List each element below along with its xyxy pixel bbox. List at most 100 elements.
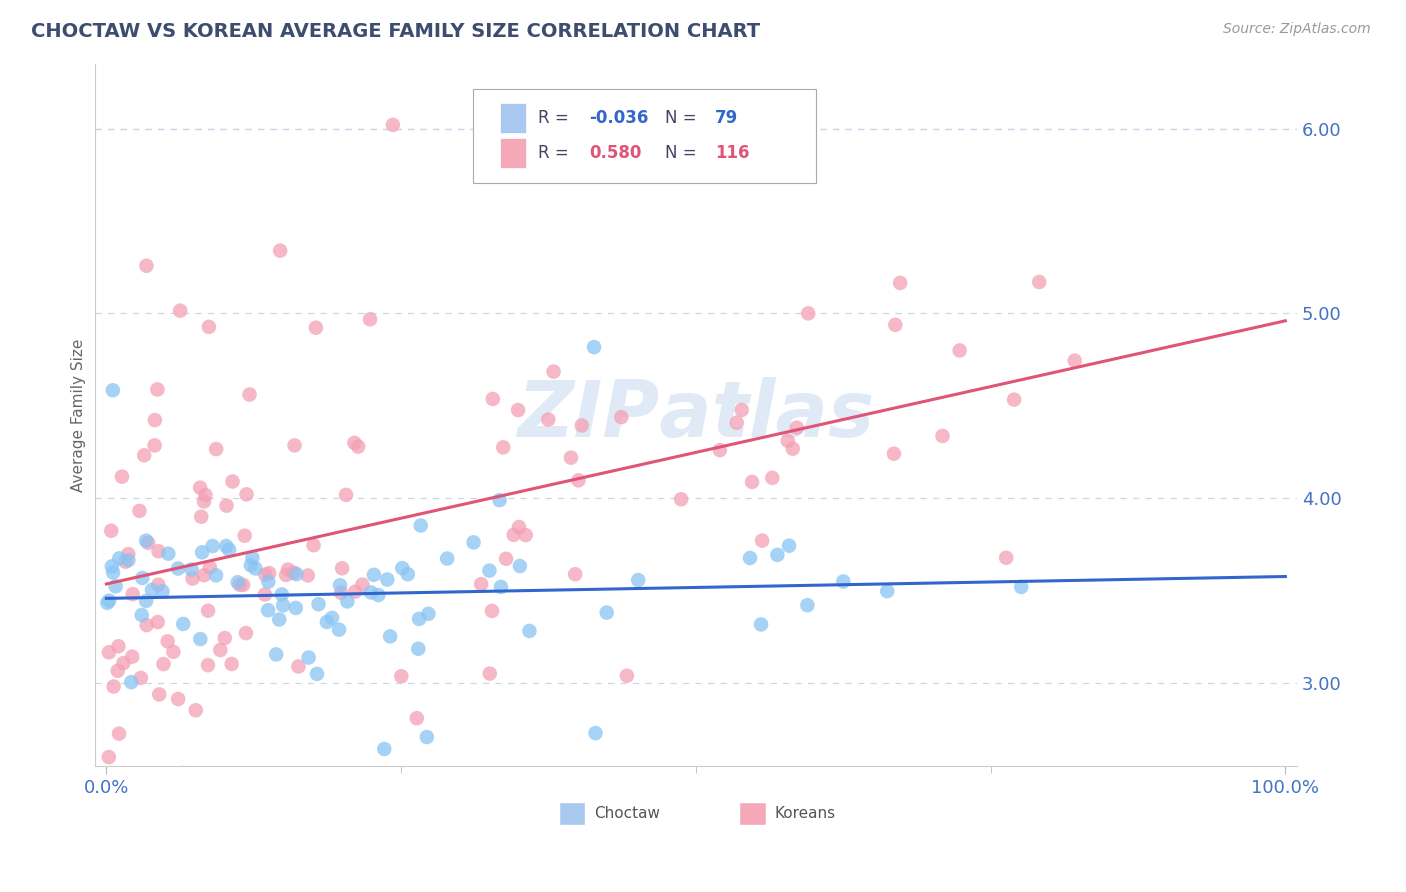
Point <box>389 669 412 683</box>
Point <box>778 539 800 553</box>
Point <box>136 536 159 550</box>
Point <box>297 568 319 582</box>
Point <box>218 542 240 557</box>
Point <box>117 553 139 567</box>
Point <box>194 488 217 502</box>
Point <box>157 547 180 561</box>
Point <box>276 568 298 582</box>
Point <box>287 659 309 673</box>
Point <box>782 442 804 456</box>
Point <box>409 518 432 533</box>
Point <box>197 658 219 673</box>
FancyBboxPatch shape <box>501 138 526 168</box>
Point <box>134 448 156 462</box>
Point <box>235 487 257 501</box>
Point <box>167 692 190 706</box>
Point <box>492 441 515 455</box>
FancyBboxPatch shape <box>501 103 526 133</box>
Point <box>214 631 236 645</box>
Point <box>201 539 224 553</box>
Point <box>352 577 374 591</box>
Point <box>131 571 153 585</box>
Point <box>152 657 174 671</box>
Point <box>367 588 389 602</box>
Point <box>101 559 124 574</box>
Point <box>141 582 163 597</box>
Point <box>245 561 267 575</box>
Point <box>373 742 395 756</box>
Point <box>257 566 280 581</box>
Point <box>381 118 404 132</box>
Point <box>188 632 211 646</box>
Point <box>283 438 305 452</box>
Point <box>931 429 953 443</box>
Point <box>152 584 174 599</box>
Point <box>796 598 818 612</box>
Point <box>481 392 503 406</box>
Point <box>489 580 512 594</box>
Point <box>1010 580 1032 594</box>
Point <box>583 340 606 354</box>
Point <box>418 607 440 621</box>
Point <box>121 649 143 664</box>
Point <box>97 750 120 764</box>
Point <box>627 573 650 587</box>
Point <box>146 383 169 397</box>
Point <box>254 567 277 582</box>
Point <box>180 562 202 576</box>
Point <box>786 420 808 434</box>
Point <box>1028 275 1050 289</box>
Text: R =: R = <box>538 145 574 162</box>
Point <box>995 550 1018 565</box>
Point <box>269 613 291 627</box>
Point <box>169 303 191 318</box>
Text: Choctaw: Choctaw <box>593 806 659 821</box>
Point <box>270 587 292 601</box>
Point <box>776 434 799 448</box>
Point <box>285 567 308 582</box>
Point <box>564 567 586 582</box>
Text: 116: 116 <box>716 145 749 162</box>
Point <box>238 387 260 401</box>
Point <box>725 416 748 430</box>
Point <box>215 539 238 553</box>
Point <box>112 656 135 670</box>
Point <box>191 545 214 559</box>
Point <box>316 615 339 629</box>
Point <box>506 403 529 417</box>
Point <box>111 469 134 483</box>
Point <box>257 603 280 617</box>
Point <box>470 577 492 591</box>
Point <box>108 726 131 740</box>
Point <box>405 711 427 725</box>
Point <box>120 675 142 690</box>
Text: Koreans: Koreans <box>775 806 835 821</box>
Point <box>751 533 773 548</box>
Text: 79: 79 <box>716 109 738 127</box>
Text: CHOCTAW VS KOREAN AVERAGE FAMILY SIZE CORRELATION CHART: CHOCTAW VS KOREAN AVERAGE FAMILY SIZE CO… <box>31 22 761 41</box>
Point <box>135 259 157 273</box>
Point <box>738 551 761 566</box>
Point <box>221 657 243 671</box>
Point <box>108 551 131 566</box>
Point <box>184 703 207 717</box>
Point <box>478 564 501 578</box>
Point <box>100 524 122 538</box>
Point <box>884 318 907 332</box>
Point <box>509 559 531 574</box>
Point <box>1063 353 1085 368</box>
Point <box>143 438 166 452</box>
Point <box>876 584 898 599</box>
Text: N =: N = <box>665 109 702 127</box>
Text: Source: ZipAtlas.com: Source: ZipAtlas.com <box>1223 22 1371 37</box>
Point <box>97 645 120 659</box>
Point <box>277 563 299 577</box>
Point <box>117 816 139 830</box>
Point <box>343 436 366 450</box>
Point <box>146 615 169 629</box>
Point <box>328 623 350 637</box>
Point <box>408 641 430 656</box>
FancyBboxPatch shape <box>740 802 766 825</box>
Point <box>101 384 124 398</box>
Point <box>761 471 783 485</box>
